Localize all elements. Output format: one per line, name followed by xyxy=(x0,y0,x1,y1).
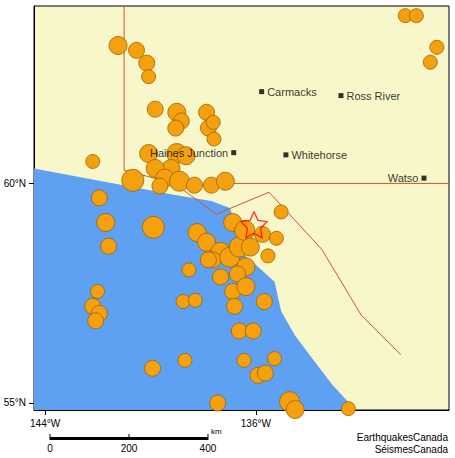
svg-text:144°W: 144°W xyxy=(30,418,61,429)
svg-text:55°N: 55°N xyxy=(4,397,26,408)
svg-text:0: 0 xyxy=(47,443,53,454)
svg-text:136°W: 136°W xyxy=(241,418,272,429)
svg-text:Carmacks: Carmacks xyxy=(267,86,317,98)
svg-text:Whitehorse: Whitehorse xyxy=(291,149,347,161)
svg-text:200: 200 xyxy=(121,443,138,454)
svg-text:60°N: 60°N xyxy=(4,178,26,189)
svg-text:SéismesCanada: SéismesCanada xyxy=(375,444,449,455)
svg-text:400: 400 xyxy=(200,443,217,454)
svg-text:Ross River: Ross River xyxy=(346,90,400,102)
svg-text:Haines Junction: Haines Junction xyxy=(150,147,228,159)
svg-text:Watso: Watso xyxy=(388,172,419,184)
svg-text:km: km xyxy=(211,427,222,436)
svg-text:EarthquakesCanada: EarthquakesCanada xyxy=(357,432,449,443)
